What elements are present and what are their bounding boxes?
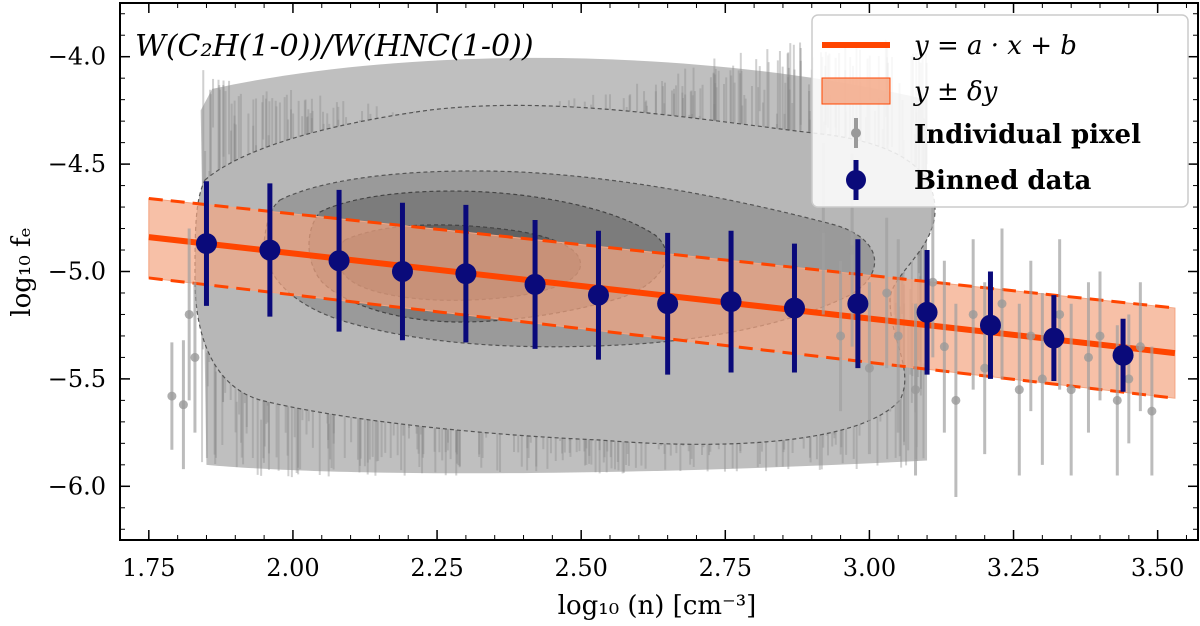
pixel-point xyxy=(1026,331,1036,341)
y-tick-label: −4.0 xyxy=(48,43,106,71)
binned-point xyxy=(720,291,742,313)
pixel-point xyxy=(1112,395,1122,405)
pixel-point xyxy=(1066,385,1076,395)
pixel-point xyxy=(1095,331,1105,341)
pixel-point xyxy=(968,309,978,319)
binned-point xyxy=(455,263,477,285)
binned-point xyxy=(657,293,679,315)
fit-band-upper-edge xyxy=(148,196,1176,310)
binned-point xyxy=(916,301,938,323)
binned-point xyxy=(847,293,869,315)
pixel-point xyxy=(864,363,874,373)
pixel-point xyxy=(184,309,194,319)
y-tick-label: −5.5 xyxy=(48,365,106,393)
pixel-point xyxy=(190,352,200,362)
binned-point xyxy=(783,297,805,319)
legend-box xyxy=(811,14,1189,208)
x-tick-label: 3.00 xyxy=(843,554,896,582)
pixel-point xyxy=(167,391,177,401)
pixel-point xyxy=(818,224,828,234)
x-tick-label: 1.75 xyxy=(122,554,175,582)
binned-point xyxy=(391,261,413,282)
binned-point xyxy=(1043,327,1065,349)
pixel-point xyxy=(847,245,857,255)
fit-band-lower-edge xyxy=(148,276,1176,400)
y-tick-label: −4.5 xyxy=(48,150,106,178)
binned-point xyxy=(587,284,609,306)
individual-pixel-points xyxy=(167,142,1157,498)
y-axis-ticks: −4.0 −4.5 −5.0 −5.5 −6.0 xyxy=(48,13,1198,530)
binned-point xyxy=(1112,344,1134,366)
x-tick-label: 3.50 xyxy=(1131,554,1184,582)
binned-point xyxy=(195,233,217,255)
pixel-point xyxy=(939,342,949,352)
pixel-point xyxy=(951,395,961,405)
legend-fit-label: y = a · x + b xyxy=(913,31,1077,61)
binned-point xyxy=(979,314,1001,336)
pixel-point xyxy=(1147,406,1157,416)
x-tick-label: 2.75 xyxy=(699,554,752,582)
pixel-point xyxy=(980,363,990,373)
pixel-point xyxy=(1124,374,1134,384)
binned-point xyxy=(328,250,350,272)
pixel-point xyxy=(882,288,892,298)
x-axis-ticks: 1.75 2.00 2.25 2.50 2.75 3.00 3.25 3.50 xyxy=(122,3,1187,582)
pixel-point xyxy=(1055,309,1065,319)
y-tick-label: −6.0 xyxy=(48,472,106,500)
legend-band-label: y ± δy xyxy=(913,77,998,107)
pixel-point xyxy=(893,331,903,341)
binned-point xyxy=(524,273,546,295)
binned-data-points xyxy=(195,181,1134,392)
x-tick-label: 2.25 xyxy=(410,554,463,582)
x-tick-label: 2.50 xyxy=(554,554,607,582)
pixel-point xyxy=(997,299,1007,309)
pixel-point xyxy=(1083,352,1093,362)
legend-band-swatch xyxy=(821,77,891,105)
pixel-point xyxy=(1037,374,1047,384)
legend-binned-label: Binned data xyxy=(914,166,1091,196)
pixel-point xyxy=(178,400,188,410)
pixel-point xyxy=(928,277,938,287)
legend-binned-marker xyxy=(846,170,866,190)
x-axis-label: log₁₀ (n) [cm⁻³] xyxy=(558,591,757,621)
chart-title: W(C₂H(1-0))/W(HNC(1-0)) xyxy=(135,29,534,64)
x-tick-label: 2.00 xyxy=(266,554,319,582)
pixel-point xyxy=(1135,342,1145,352)
pixel-point xyxy=(836,331,846,341)
x-tick-label: 3.25 xyxy=(987,554,1040,582)
legend: y = a · x + b y ± δy Individual pixel Bi… xyxy=(811,14,1189,208)
legend-pixel-marker xyxy=(851,128,861,138)
y-tick-label: −5.0 xyxy=(48,258,106,286)
y-axis-label: log₁₀ fₑ xyxy=(7,227,37,316)
pixel-point xyxy=(1014,385,1024,395)
pixel-point xyxy=(911,385,921,395)
legend-pixel-label: Individual pixel xyxy=(914,120,1141,150)
binned-point xyxy=(259,239,281,261)
